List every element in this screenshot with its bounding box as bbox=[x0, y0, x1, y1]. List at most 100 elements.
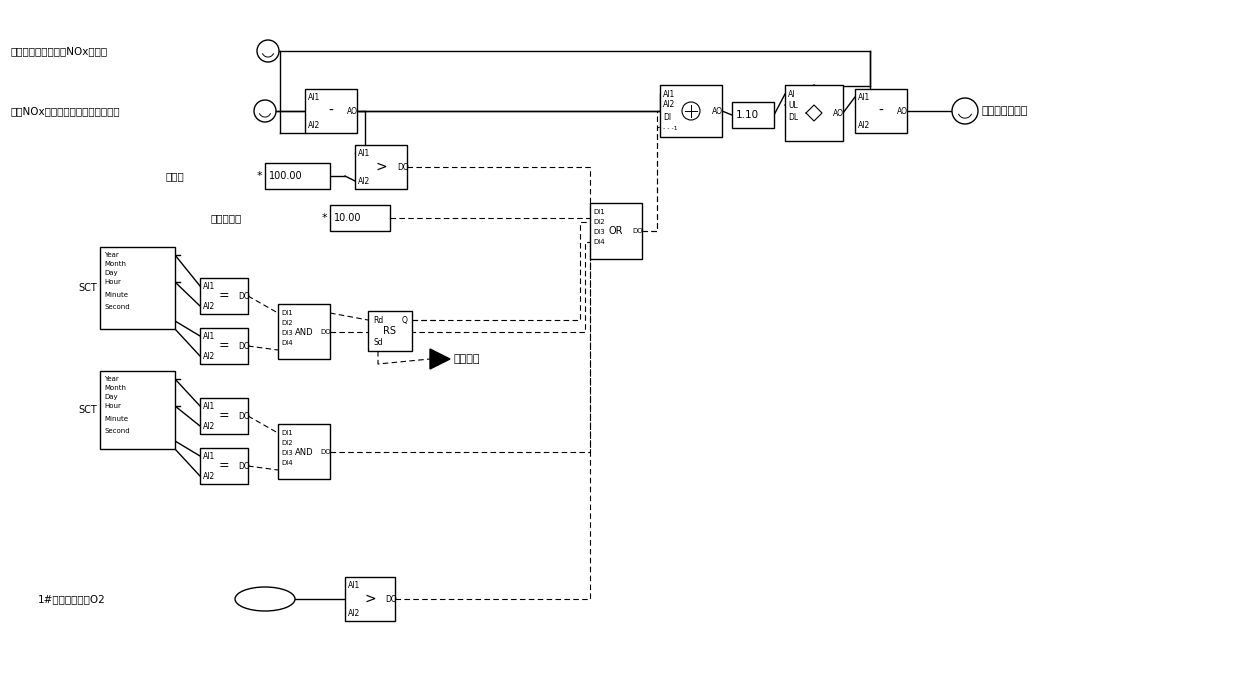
Text: AI1: AI1 bbox=[203, 282, 216, 291]
Bar bbox=[355, 145, 407, 189]
Circle shape bbox=[257, 40, 279, 62]
Text: AI2: AI2 bbox=[348, 608, 361, 617]
Text: AI2: AI2 bbox=[308, 121, 320, 130]
Text: 整点复位: 整点复位 bbox=[454, 354, 480, 364]
Text: 1#烟囱进口烟气O2: 1#烟囱进口烟气O2 bbox=[38, 594, 105, 604]
Text: DI3: DI3 bbox=[281, 450, 293, 456]
Bar bbox=[856, 89, 906, 133]
Text: *: * bbox=[322, 213, 327, 223]
Text: Minute: Minute bbox=[104, 292, 128, 298]
Text: AI1: AI1 bbox=[308, 92, 320, 101]
Text: AI1: AI1 bbox=[348, 581, 361, 590]
Text: AO: AO bbox=[833, 108, 844, 118]
Text: DI1: DI1 bbox=[281, 310, 293, 316]
Text: =: = bbox=[218, 340, 229, 353]
Text: AI2: AI2 bbox=[203, 422, 216, 431]
Text: AI2: AI2 bbox=[663, 99, 676, 108]
Text: DI1: DI1 bbox=[593, 209, 605, 215]
Text: >: > bbox=[365, 592, 376, 606]
Text: DO: DO bbox=[238, 291, 249, 300]
Text: OR: OR bbox=[609, 226, 624, 236]
Bar bbox=[278, 424, 330, 479]
Text: AND: AND bbox=[295, 327, 314, 336]
Bar bbox=[660, 85, 722, 137]
Text: 运行人员给定的出口NOx设定値: 运行人员给定的出口NOx设定値 bbox=[10, 46, 107, 56]
Text: DI4: DI4 bbox=[281, 340, 293, 346]
Text: 调节范围値: 调节范围値 bbox=[210, 213, 242, 223]
Bar bbox=[330, 205, 391, 231]
Bar bbox=[278, 304, 330, 359]
Text: AO: AO bbox=[897, 107, 908, 116]
Text: AI2: AI2 bbox=[203, 302, 216, 311]
Text: RS: RS bbox=[383, 326, 397, 336]
Text: *: * bbox=[257, 171, 263, 181]
Bar bbox=[732, 102, 774, 128]
Text: DI3: DI3 bbox=[281, 330, 293, 336]
Text: AI1: AI1 bbox=[203, 451, 216, 460]
Text: =: = bbox=[218, 289, 229, 302]
Text: - - -1: - - -1 bbox=[663, 125, 677, 130]
Text: AI1: AI1 bbox=[858, 92, 870, 101]
Text: DO: DO bbox=[632, 228, 642, 234]
Text: AO: AO bbox=[347, 107, 358, 116]
Text: DI2: DI2 bbox=[593, 219, 605, 225]
Bar bbox=[345, 577, 396, 621]
Text: AI2: AI2 bbox=[858, 121, 870, 130]
Text: Month: Month bbox=[104, 261, 126, 267]
Text: Day: Day bbox=[104, 394, 118, 400]
Text: SCT: SCT bbox=[78, 283, 97, 293]
Text: DI4: DI4 bbox=[281, 460, 293, 466]
Text: Day: Day bbox=[104, 270, 118, 276]
Bar bbox=[305, 89, 357, 133]
Bar bbox=[100, 247, 175, 329]
Polygon shape bbox=[430, 349, 450, 369]
Text: DO: DO bbox=[238, 411, 249, 420]
Text: AI2: AI2 bbox=[358, 176, 371, 185]
Bar bbox=[590, 203, 642, 259]
Text: =: = bbox=[218, 460, 229, 473]
Text: AO: AO bbox=[712, 107, 723, 116]
Circle shape bbox=[254, 100, 277, 122]
Ellipse shape bbox=[236, 587, 295, 611]
Text: Sd: Sd bbox=[373, 338, 383, 347]
Text: DI2: DI2 bbox=[281, 440, 293, 446]
Text: DI1: DI1 bbox=[281, 430, 293, 436]
Bar bbox=[200, 328, 248, 364]
Text: DI4: DI4 bbox=[593, 239, 605, 245]
Text: Hour: Hour bbox=[104, 403, 120, 409]
Text: DO: DO bbox=[384, 595, 397, 604]
Circle shape bbox=[952, 98, 978, 124]
Text: DO: DO bbox=[320, 449, 331, 455]
Text: Second: Second bbox=[104, 428, 130, 434]
Text: 10.00: 10.00 bbox=[334, 213, 362, 223]
Text: DI: DI bbox=[663, 112, 671, 121]
Text: SCT: SCT bbox=[78, 405, 97, 415]
Circle shape bbox=[682, 102, 701, 120]
Bar bbox=[200, 448, 248, 484]
Text: Hour: Hour bbox=[104, 279, 120, 285]
Text: Minute: Minute bbox=[104, 416, 128, 422]
Text: UL: UL bbox=[787, 101, 797, 110]
Text: >: > bbox=[376, 160, 387, 174]
Bar bbox=[265, 163, 330, 189]
Text: DO: DO bbox=[320, 329, 331, 335]
Bar bbox=[200, 398, 248, 434]
Text: 1.10: 1.10 bbox=[737, 110, 759, 120]
Text: AI1: AI1 bbox=[663, 90, 676, 99]
Bar bbox=[785, 85, 843, 141]
Bar bbox=[368, 311, 412, 351]
Text: Second: Second bbox=[104, 304, 130, 310]
Text: -: - bbox=[879, 104, 883, 118]
Text: 100.00: 100.00 bbox=[269, 171, 303, 181]
Text: DI3: DI3 bbox=[593, 229, 605, 235]
Text: Year: Year bbox=[104, 376, 119, 382]
Text: DO: DO bbox=[238, 342, 249, 351]
Text: AI2: AI2 bbox=[203, 471, 216, 480]
Text: AI: AI bbox=[787, 90, 796, 99]
Text: Rd: Rd bbox=[373, 316, 383, 325]
Text: Q: Q bbox=[402, 316, 408, 325]
Text: AI1: AI1 bbox=[358, 149, 371, 158]
Bar bbox=[200, 278, 248, 314]
Text: DL: DL bbox=[787, 112, 799, 121]
Text: 参与调节设定値: 参与调节设定値 bbox=[982, 106, 1028, 116]
